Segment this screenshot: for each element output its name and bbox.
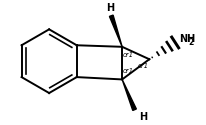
Text: or1: or1 [122, 52, 133, 58]
Text: 2: 2 [188, 38, 193, 47]
Text: or1: or1 [137, 63, 148, 69]
Polygon shape [109, 15, 122, 47]
Polygon shape [122, 79, 136, 110]
Text: or1: or1 [122, 68, 133, 74]
Text: NH: NH [179, 34, 195, 44]
Text: H: H [106, 3, 114, 13]
Text: H: H [139, 112, 147, 122]
